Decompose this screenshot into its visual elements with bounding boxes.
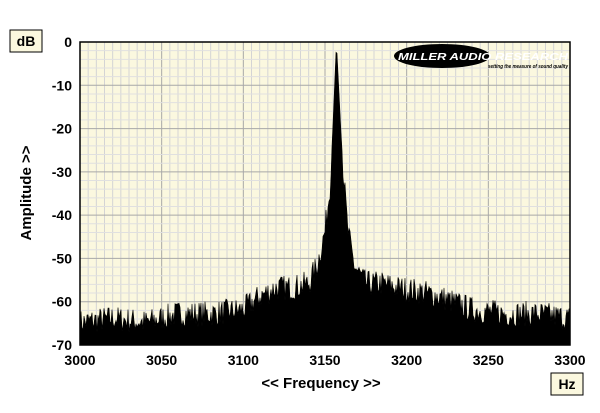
y-tick-label: 0 <box>64 34 72 50</box>
y-axis-title: Amplitude >> <box>18 145 35 240</box>
logo-oval <box>394 44 490 68</box>
y-tick-label: -10 <box>52 77 72 93</box>
y-tick-label: -30 <box>52 164 72 180</box>
x-tick-label: 3250 <box>473 352 504 368</box>
logo-text: MILLER AUDIO RESEARCH <box>398 52 569 63</box>
miller-audio-research-logo: MILLER AUDIO RESEARCH setting the measur… <box>394 44 569 70</box>
y-unit-box: dB <box>9 29 43 53</box>
y-tick-label: -20 <box>52 121 72 137</box>
y-tick-label: -70 <box>52 337 72 353</box>
y-tick-labels: 0 -10 -20 -30 -40 -50 -60 -70 <box>52 34 72 353</box>
x-tick-label: 3300 <box>554 352 585 368</box>
spectrum-series-area <box>79 51 571 346</box>
x-tick-label: 3150 <box>309 352 340 368</box>
spectrum-area <box>79 51 571 346</box>
plot-frame <box>79 41 571 346</box>
x-tick-labels: 3000 3050 3100 3150 3200 3250 3300 <box>64 352 585 368</box>
y-tick-label: -60 <box>52 294 72 310</box>
x-tick-label: 3000 <box>64 352 95 368</box>
y-tick-label: -40 <box>52 207 72 223</box>
x-axis-title: << Frequency >> <box>261 375 380 392</box>
y-tick-label: -50 <box>52 250 72 266</box>
x-unit-box: Hz <box>550 372 584 396</box>
x-tick-label: 3100 <box>228 352 259 368</box>
x-tick-label: 3050 <box>146 352 177 368</box>
x-tick-label: 3200 <box>391 352 422 368</box>
logo-tagline: setting the measure of sound quality <box>488 64 568 70</box>
svg-text:Hz: Hz <box>558 376 575 392</box>
svg-text:dB: dB <box>17 33 36 49</box>
